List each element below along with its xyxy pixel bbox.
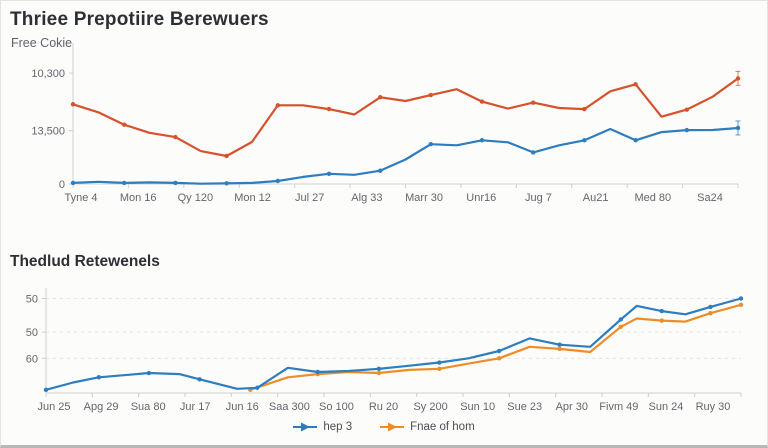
x-tick-label: Tyne 4 — [64, 192, 97, 204]
data-point-marker — [275, 103, 281, 108]
hep 3-line — [44, 297, 743, 391]
data-point-marker — [530, 150, 536, 155]
chart-legend: hep 3 Fnae of hom — [1, 421, 767, 433]
data-point-marker — [437, 366, 442, 372]
data-point-marker — [738, 296, 744, 301]
x-tick-label: Sun 10 — [460, 401, 495, 413]
x-tick-label: Mon 16 — [120, 192, 157, 204]
x-tick-label: Jur 17 — [180, 401, 211, 413]
data-point-marker — [224, 181, 229, 186]
data-point-marker — [378, 168, 383, 173]
fnae-of-hom-series-marker-icon — [380, 422, 405, 432]
data-point-marker — [708, 304, 713, 310]
lower-chart-title: Thedlud Retewenels — [10, 253, 160, 270]
page-title: Thriee Prepotiire Berewuers — [10, 9, 269, 30]
x-tick-label: Jul 27 — [295, 192, 324, 204]
data-point-marker — [173, 180, 178, 186]
x-tick-label: Apr 30 — [556, 401, 588, 413]
y-tick-label: 50 — [26, 294, 38, 306]
data-point-marker — [326, 106, 332, 112]
data-point-marker — [428, 142, 433, 147]
data-point-marker — [479, 138, 485, 143]
x-tick-label: Unr16 — [466, 192, 496, 204]
data-point-marker — [633, 138, 638, 143]
Fnae of hom-line — [249, 303, 743, 391]
data-point-marker — [43, 387, 49, 393]
x-tick-label: Ruy 30 — [696, 401, 731, 413]
data-point-marker — [70, 102, 76, 107]
red-orange-series-line — [71, 77, 740, 158]
x-tick-label: Marr 30 — [405, 192, 443, 204]
data-point-marker — [122, 180, 127, 186]
data-point-marker — [326, 171, 332, 176]
data-point-marker — [582, 138, 587, 143]
blue-series-line — [71, 126, 740, 185]
x-tick-label: Au21 — [583, 192, 609, 204]
data-point-marker — [582, 106, 587, 112]
data-point-marker — [122, 122, 127, 127]
x-tick-label: Sa24 — [697, 192, 723, 204]
data-point-marker — [437, 360, 442, 365]
x-tick-label: Med 80 — [634, 192, 671, 204]
data-point-marker — [479, 99, 485, 104]
data-point-marker — [738, 302, 744, 307]
data-point-marker — [224, 153, 229, 159]
x-tick-label: Saa 300 — [269, 401, 310, 413]
data-point-marker — [496, 356, 502, 361]
data-point-marker — [496, 348, 502, 354]
x-tick-label: Jun 25 — [37, 401, 70, 413]
y-tick-label: 50 — [26, 327, 38, 339]
data-point-marker — [428, 92, 433, 98]
x-tick-label: Jun 16 — [226, 401, 259, 413]
x-tick-label: Apg 29 — [84, 401, 119, 413]
data-point-marker — [684, 127, 689, 133]
data-point-marker — [530, 100, 536, 105]
y-tick-label: 10,300 — [31, 68, 65, 80]
hep-3-series-marker-icon — [293, 422, 318, 432]
data-point-marker — [315, 369, 320, 375]
x-tick-label: Fivm 49 — [599, 401, 638, 413]
y-tick-label: 13,500 — [31, 126, 65, 138]
upper-chart-card: Free Cokie 10,300 13,500 0 Tyne 4 Mon 16 Qy 1… — [1, 36, 767, 205]
x-tick-label: Jug 7 — [525, 192, 552, 204]
data-point-marker — [146, 370, 152, 376]
data-point-marker — [376, 366, 382, 372]
data-point-marker — [659, 318, 664, 323]
x-tick-label: Sun 24 — [648, 401, 683, 413]
data-point-marker — [70, 180, 76, 186]
x-tick-label: Sy 200 — [413, 401, 447, 413]
data-point-marker — [659, 308, 664, 314]
x-tick-label: Ru 20 — [369, 401, 398, 413]
legend-label: hep 3 — [323, 421, 353, 433]
data-point-marker — [197, 377, 202, 382]
data-point-marker — [173, 134, 178, 140]
x-tick-label: Sua 80 — [131, 401, 166, 413]
data-point-marker — [557, 346, 562, 352]
upper-chart-subtitle: Free Cokie — [11, 36, 73, 50]
x-tick-label: Qy 120 — [178, 192, 213, 204]
y-tick-label: 60 — [26, 353, 38, 365]
data-point-marker — [275, 178, 281, 184]
data-point-marker — [255, 385, 260, 390]
data-point-marker — [684, 107, 689, 112]
data-point-marker — [376, 370, 382, 376]
data-point-marker — [96, 375, 102, 380]
data-point-marker — [557, 342, 562, 347]
x-tick-label: Sue 23 — [507, 401, 542, 413]
data-point-marker — [618, 324, 623, 330]
x-tick-label: Mon 12 — [234, 192, 271, 204]
data-point-marker — [618, 317, 623, 322]
x-tick-label: Alg 33 — [351, 192, 382, 204]
data-point-marker — [378, 95, 383, 100]
lower-line-chart: 50 50 60 Jun 25 Apg 29 Sua 80 Jur 17 Jun 16 Saa … — [26, 288, 744, 413]
data-point-marker — [708, 311, 713, 316]
legend-item-fnae-of-hom[interactable]: Fnae of hom — [380, 421, 475, 433]
legend-item-hep-3[interactable]: hep 3 — [293, 421, 352, 433]
data-point-marker — [633, 82, 638, 87]
y-tick-label: 0 — [59, 179, 65, 191]
x-tick-label: So 100 — [319, 401, 354, 413]
legend-label: Fnae of hom — [410, 421, 475, 433]
